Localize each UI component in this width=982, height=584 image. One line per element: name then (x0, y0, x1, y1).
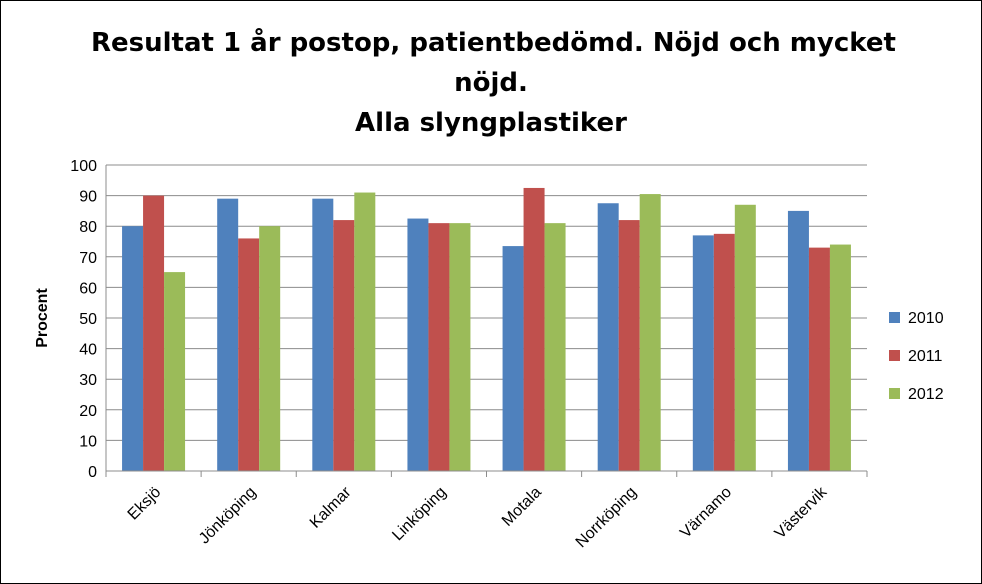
chart-title-line-1: Resultat 1 år postop, patientbedömd. Nöj… (91, 28, 896, 58)
x-category-label: Kalmar (307, 483, 355, 531)
legend-swatch-2010 (889, 312, 900, 323)
x-category-label: Motala (499, 484, 545, 530)
x-category-label: Norrköping (573, 484, 640, 551)
bar-2010-Eksjö (122, 226, 144, 471)
chart-title: Resultat 1 år postop, patientbedömd. Nöj… (91, 23, 896, 143)
bar-2012-Jönköping (259, 226, 281, 471)
bar-2010-Värnamo (692, 235, 714, 471)
bar-2010-Västervik (787, 210, 809, 471)
bar-2010-Norrköping (597, 203, 619, 471)
y-tick-label-100: 100 (70, 158, 97, 175)
chart-title-line-2: nöjd. (454, 68, 528, 98)
x-category-label: Eksjö (125, 484, 165, 524)
bar-2012-Linköping (449, 223, 471, 471)
bar-2012-Motala (544, 223, 566, 471)
y-tick-label-70: 70 (79, 250, 97, 267)
bar-2012-Värnamo (734, 204, 756, 471)
bars (122, 187, 851, 472)
x-category-label: Jönköping (196, 484, 260, 548)
bar-2011-Motala (523, 187, 545, 471)
x-category-label: Värnamo (677, 484, 735, 542)
bar-2011-Eksjö (143, 195, 165, 471)
legend-label-2010: 2010 (908, 310, 944, 327)
bar-2011-Jönköping (238, 238, 260, 471)
bar-2012-Västervik (829, 244, 851, 471)
legend-label-2012: 2012 (908, 386, 944, 403)
bar-2012-Kalmar (354, 192, 376, 472)
bar-2010-Motala (502, 246, 524, 471)
legend-label-2011: 2011 (908, 348, 943, 365)
bar-2011-Västervik (808, 247, 830, 471)
y-tick-label-30: 30 (79, 372, 97, 389)
x-category-label: Linköping (389, 484, 449, 544)
chart-title-line-3: Alla slyngplastiker (355, 108, 627, 138)
y-tick-label-50: 50 (79, 311, 97, 328)
bar-2011-Norrköping (618, 220, 640, 471)
legend: 2010 2011 2012 (889, 310, 944, 403)
y-tick-label-40: 40 (79, 342, 97, 359)
y-axis-label: Procent (34, 288, 51, 348)
bar-2010-Jönköping (217, 198, 239, 471)
bar-2011-Kalmar (333, 220, 355, 471)
bar-2012-Eksjö (164, 272, 186, 471)
y-tick-label-80: 80 (79, 219, 97, 236)
legend-swatch-2012 (889, 388, 900, 399)
bar-2011-Värnamo (713, 233, 735, 471)
axes (105, 165, 868, 477)
y-tick-labels: 0 10 20 30 40 50 60 70 80 90 100 (70, 158, 97, 481)
x-category-labels: Eksjö Jönköping Kalmar Linköping Motala Norrk… (125, 483, 831, 551)
y-tick-label-0: 0 (88, 464, 97, 481)
y-tick-label-20: 20 (79, 403, 97, 420)
bar-2011-Linköping (428, 223, 450, 471)
bar-2010-Linköping (407, 218, 429, 471)
bar-2012-Norrköping (639, 194, 661, 471)
legend-swatch-2011 (889, 350, 900, 361)
y-tick-label-10: 10 (79, 433, 97, 450)
y-tick-label-60: 60 (79, 280, 97, 297)
x-category-label: Västervik (772, 483, 831, 542)
y-tick-label-90: 90 (79, 189, 97, 206)
bar-2010-Kalmar (312, 198, 334, 471)
